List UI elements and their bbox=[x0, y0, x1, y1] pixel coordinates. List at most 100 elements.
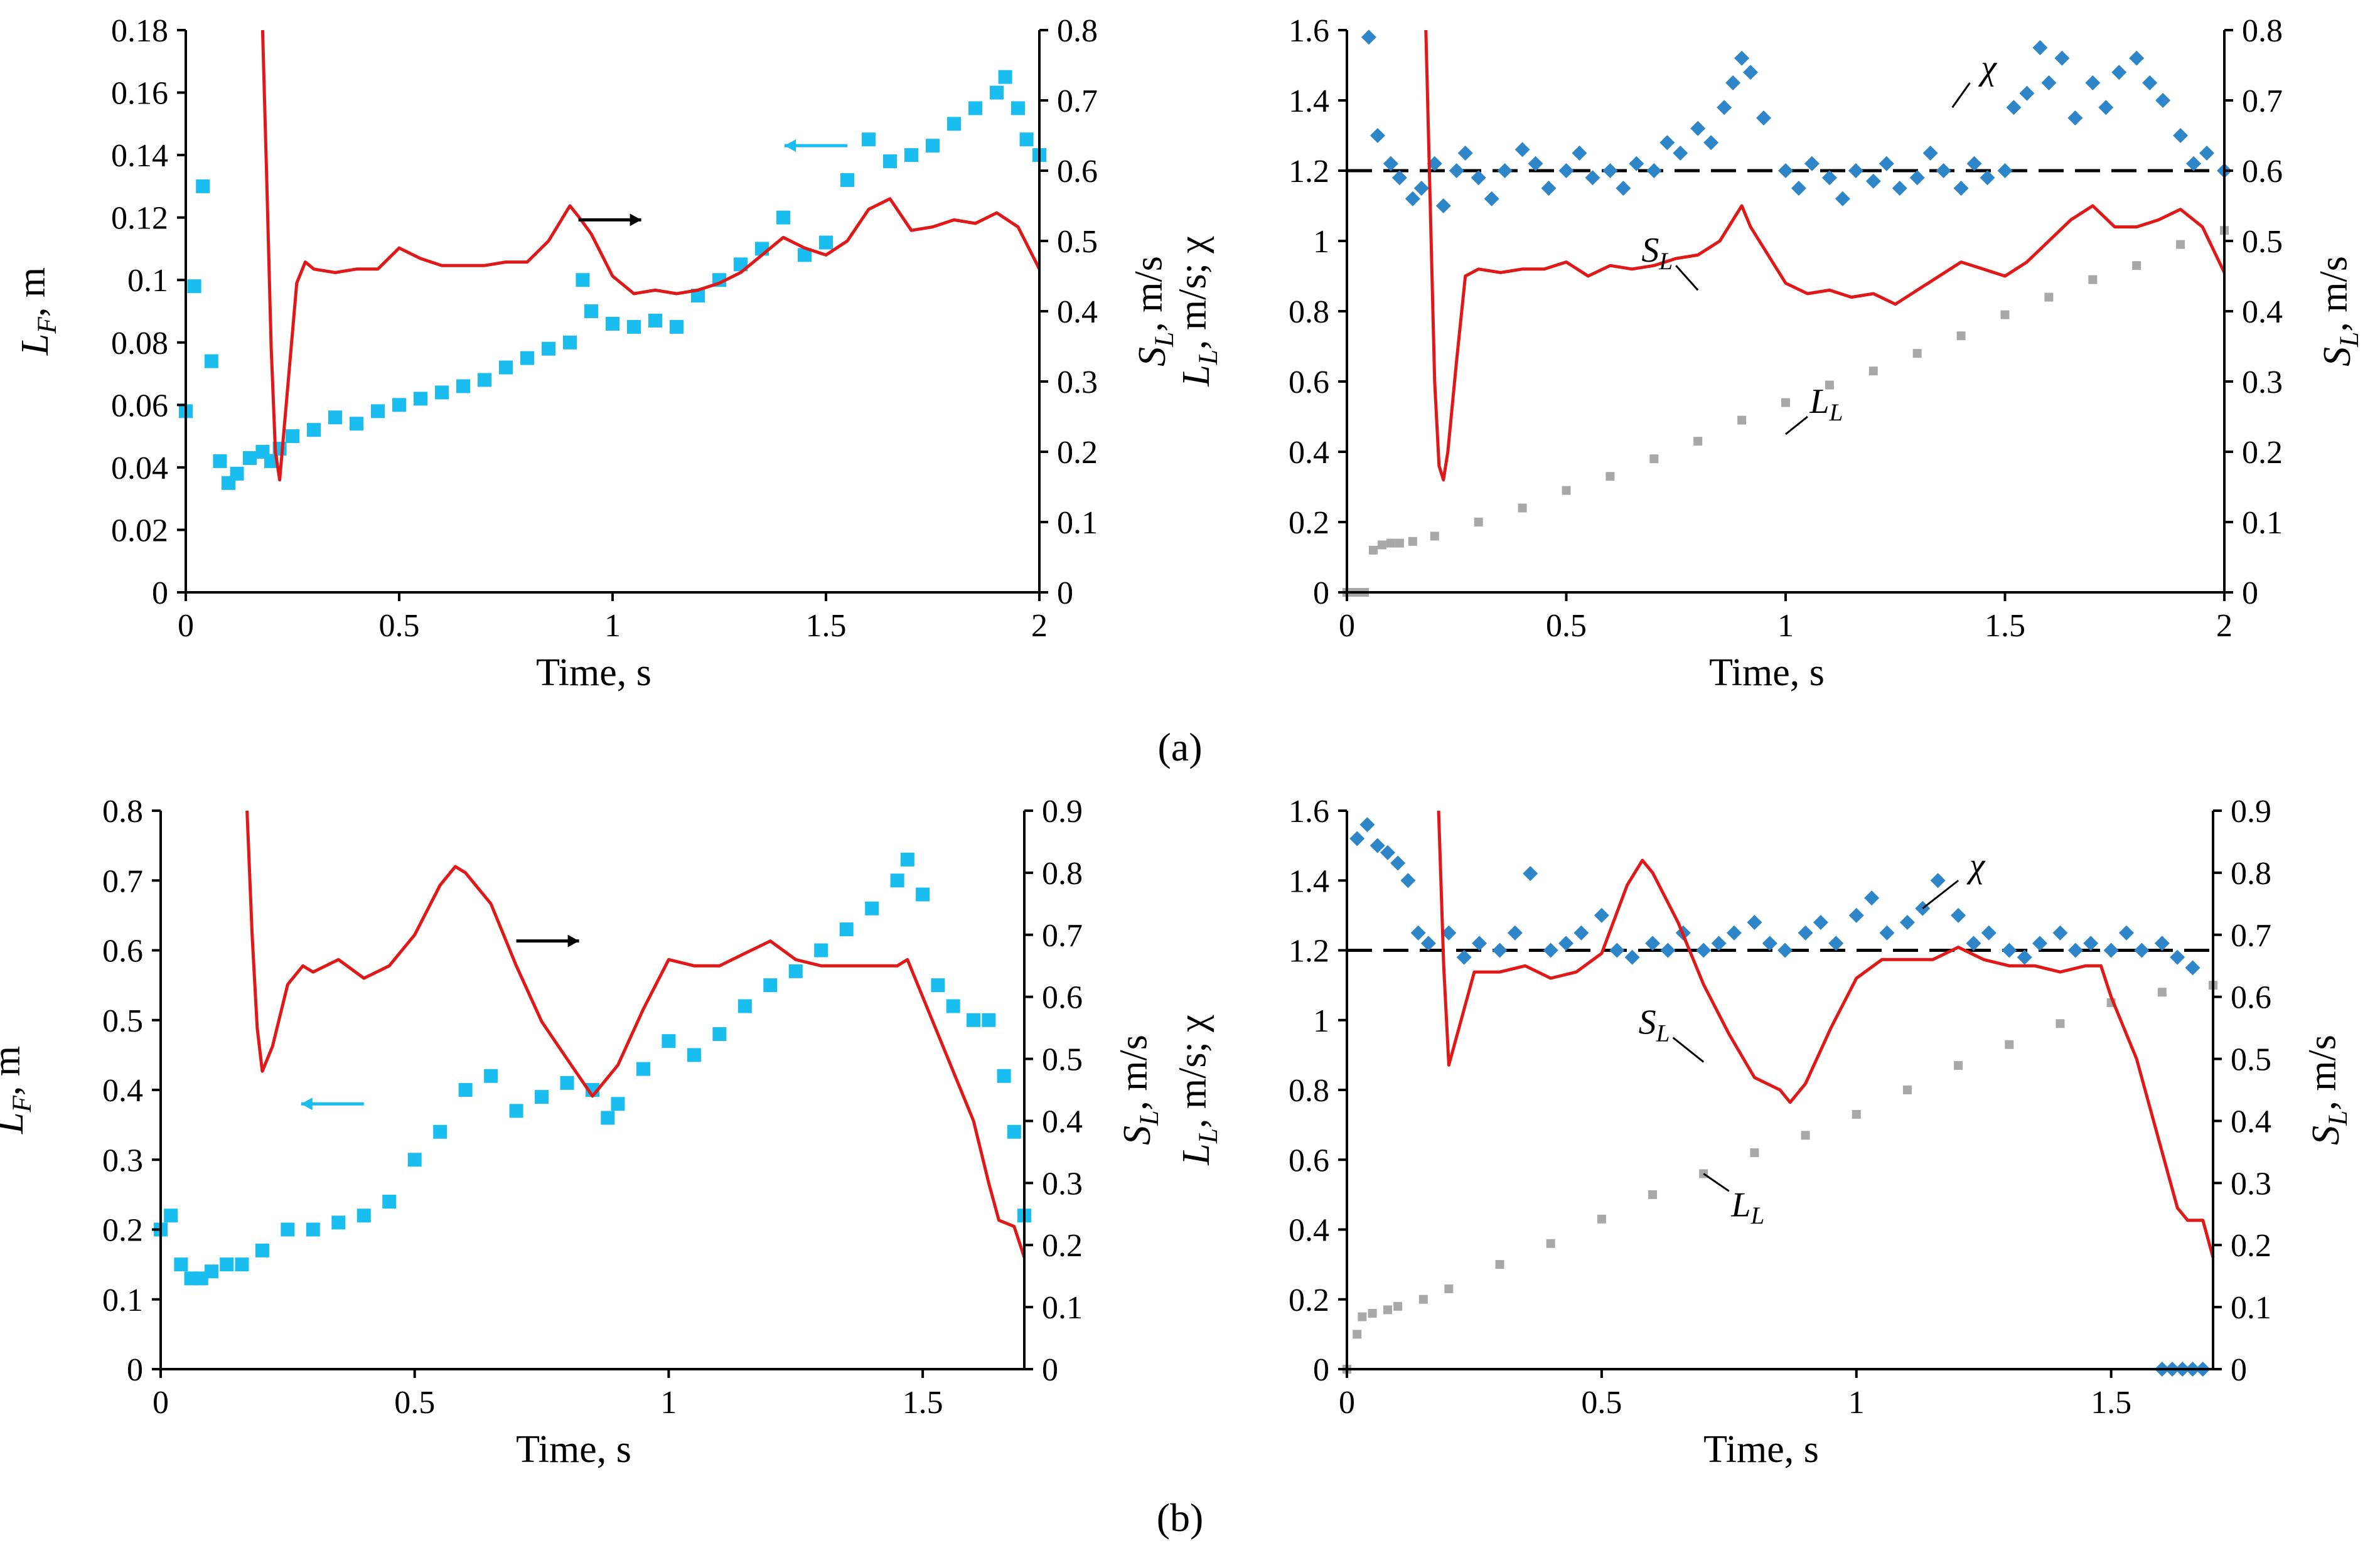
y-tick-label: 0.12 bbox=[111, 201, 168, 237]
data-point bbox=[433, 1124, 448, 1139]
series-l-f bbox=[154, 852, 1031, 1286]
data-point bbox=[1358, 1312, 1367, 1321]
data-point bbox=[2044, 292, 2054, 302]
y2-tick-label: 0.3 bbox=[2242, 365, 2283, 400]
series-l-l bbox=[1343, 226, 2229, 597]
data-point bbox=[414, 392, 427, 406]
arrow-head bbox=[785, 139, 796, 152]
y2-axis-title: SL, m/s bbox=[2312, 256, 2364, 366]
data-point bbox=[606, 316, 619, 331]
data-point bbox=[2170, 949, 2185, 965]
y2-tick-label: 0.5 bbox=[1057, 224, 1098, 260]
chart-b-right: χ SL LL 0 0.5 1 1.5 0 0.2 0.4 0.6 0.8 1 1.2 1.4 1.6 0 0.1… bbox=[1171, 794, 2353, 1471]
data-point bbox=[382, 1195, 397, 1209]
data-point bbox=[1386, 538, 1395, 548]
y-tick-label: 0.2 bbox=[1289, 1283, 1329, 1318]
y2-tick-label: 0.3 bbox=[1042, 1166, 1083, 1202]
data-point bbox=[1801, 1131, 1810, 1140]
data-point bbox=[1427, 156, 1442, 171]
data-point bbox=[946, 999, 960, 1013]
data-point bbox=[2041, 75, 2057, 90]
data-point bbox=[307, 423, 321, 437]
data-point bbox=[584, 304, 598, 318]
y2-tick-label: 0.1 bbox=[1057, 505, 1098, 541]
data-point bbox=[407, 1153, 422, 1167]
y2-tick-label: 0.8 bbox=[1042, 856, 1083, 892]
data-point bbox=[2199, 146, 2215, 161]
data-point bbox=[1430, 531, 1439, 541]
y2-tick-label: 0.5 bbox=[2242, 224, 2283, 260]
data-point bbox=[499, 360, 513, 375]
y2-tick-label: 0.1 bbox=[1042, 1290, 1083, 1326]
data-point bbox=[1514, 142, 1530, 157]
x-axis-title: Time, s bbox=[1703, 1428, 1819, 1471]
data-point bbox=[1400, 873, 1416, 889]
data-point bbox=[1828, 936, 1844, 951]
data-point bbox=[458, 1083, 473, 1097]
data-point bbox=[776, 210, 790, 225]
data-point bbox=[1892, 181, 1907, 196]
data-point bbox=[2006, 100, 2022, 115]
x-tick-label: 1 bbox=[660, 1385, 677, 1421]
leader-line bbox=[1675, 265, 1699, 291]
y2-axis-title: SL, m/s bbox=[1127, 256, 1179, 366]
y-tick-label: 0 bbox=[1313, 1352, 1329, 1388]
x-tick-label: 0.5 bbox=[394, 1385, 435, 1421]
data-point bbox=[1868, 366, 1878, 376]
data-point bbox=[1541, 181, 1557, 196]
data-point bbox=[1558, 936, 1574, 951]
y-tick-label: 0.5 bbox=[102, 1003, 143, 1039]
data-point bbox=[1743, 65, 1759, 80]
data-point bbox=[990, 85, 1004, 100]
data-point bbox=[916, 887, 930, 902]
data-point bbox=[1673, 146, 1688, 161]
x-tick-label: 1 bbox=[1848, 1385, 1865, 1421]
y-axis-title: LL, m/s; χ bbox=[1171, 236, 1223, 387]
data-point bbox=[1359, 817, 1375, 833]
data-point bbox=[1912, 349, 1922, 358]
data-point bbox=[819, 235, 833, 250]
data-point bbox=[196, 179, 210, 193]
data-point bbox=[1380, 845, 1395, 860]
y-tick-label: 0.4 bbox=[102, 1073, 143, 1109]
data-point bbox=[484, 1069, 498, 1083]
data-point bbox=[798, 248, 812, 262]
data-point bbox=[356, 1209, 371, 1223]
panel-label-a: (a) bbox=[1157, 725, 1202, 769]
data-point bbox=[1456, 949, 1472, 965]
data-point bbox=[1762, 936, 1777, 951]
data-point bbox=[1457, 146, 1473, 161]
y-tick-label: 1.6 bbox=[1289, 794, 1329, 830]
data-point bbox=[1660, 942, 1676, 958]
panel-label-b: (b) bbox=[1157, 1495, 1204, 1540]
data-point bbox=[1523, 866, 1538, 882]
x-tick-label: 0.5 bbox=[379, 608, 420, 644]
data-point bbox=[1825, 380, 1834, 390]
y-tick-label: 0.8 bbox=[1289, 1073, 1329, 1109]
data-point bbox=[2185, 960, 2200, 976]
data-point bbox=[1585, 170, 1600, 186]
series-label-sl: SL bbox=[1641, 231, 1673, 275]
data-point bbox=[456, 379, 470, 393]
chart-a-left: 0 0.5 1 1.5 200.020.040.060.080.10.120.140.1… bbox=[10, 13, 1179, 694]
data-point bbox=[2111, 65, 2127, 80]
data-point bbox=[1781, 398, 1790, 407]
data-point bbox=[1390, 855, 1406, 871]
data-point bbox=[1518, 503, 1527, 513]
data-point bbox=[1696, 942, 1712, 958]
data-point bbox=[1936, 163, 1951, 178]
data-point bbox=[1726, 925, 1742, 941]
y2-tick-label: 0.6 bbox=[1042, 980, 1083, 1016]
data-point bbox=[2019, 85, 2035, 101]
data-point bbox=[350, 417, 363, 431]
data-point bbox=[187, 279, 201, 294]
data-point bbox=[2132, 261, 2141, 270]
data-point bbox=[255, 1243, 269, 1257]
series-s-l bbox=[245, 810, 1026, 1258]
data-point bbox=[1835, 191, 1850, 206]
data-point bbox=[1484, 191, 1499, 206]
data-point bbox=[1646, 163, 1662, 178]
data-point bbox=[1756, 110, 1772, 125]
y2-tick-label: 0.5 bbox=[1042, 1042, 1083, 1078]
